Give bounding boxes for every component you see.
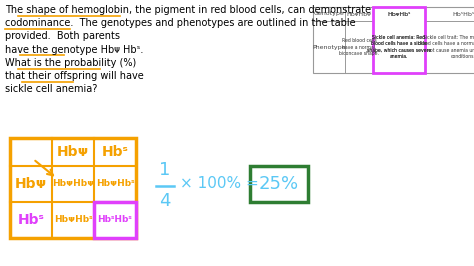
Text: Sickle cell anemia: Red
blood cells have a sickle
shape, which causes severe
ane: Sickle cell anemia: Red blood cells have…	[367, 35, 431, 59]
Text: 1: 1	[159, 161, 171, 179]
Text: 25%: 25%	[259, 175, 299, 193]
Text: HbˢHbˢ: HbˢHbˢ	[452, 11, 474, 16]
Text: 4: 4	[159, 192, 171, 210]
Text: provided.  Both parents: provided. Both parents	[5, 31, 120, 41]
Text: Hbˢ: Hbˢ	[18, 213, 45, 227]
Text: Hbᴪ: Hbᴪ	[15, 177, 47, 191]
Text: The shape of hemoglobin, the pigment in red blood cells, can demonstrate: The shape of hemoglobin, the pigment in …	[5, 5, 371, 15]
Text: codominance.  The genotypes and phenotypes are outlined in the table: codominance. The genotypes and phenotype…	[5, 18, 356, 28]
Text: HbᴪHbˢ: HbᴪHbˢ	[96, 180, 134, 189]
Text: HbᴪHbᴪ: HbᴪHbᴪ	[346, 11, 371, 16]
Text: HbᴪHbˢ: HbᴪHbˢ	[54, 215, 92, 225]
Text: What is the probability (%): What is the probability (%)	[5, 58, 136, 68]
Text: HbᴪHbˢ: HbᴪHbˢ	[387, 11, 411, 16]
Text: HbˢHbˢ: HbˢHbˢ	[98, 215, 132, 225]
Text: Hbᴪ: Hbᴪ	[57, 145, 89, 159]
Text: Sickle cell anemia: Red
blood cells have a sickle
shape, which causes severe
ane: Sickle cell anemia: Red blood cells have…	[367, 35, 431, 59]
Text: Phenotype: Phenotype	[312, 44, 346, 49]
Bar	[373, 7, 425, 73]
Text: × 100% =: × 100% =	[180, 177, 259, 192]
Text: Genotype: Genotype	[314, 11, 345, 16]
Text: that their offspring will have: that their offspring will have	[5, 71, 144, 81]
Text: sickle cell anemia?: sickle cell anemia?	[5, 84, 97, 94]
Text: HbˢHbˢ: HbˢHbˢ	[98, 215, 132, 225]
Text: HbᴪHbˢ: HbᴪHbˢ	[387, 11, 411, 16]
Text: Sickle cell trait: The majority of red
blood cells have a normal shape and do
no: Sickle cell trait: The majority of red b…	[418, 35, 474, 59]
Text: have the genotype Hbᴪ Hbˢ.: have the genotype Hbᴪ Hbˢ.	[5, 45, 143, 55]
Bar	[10, 138, 136, 238]
Bar	[94, 202, 136, 238]
Text: Hbˢ: Hbˢ	[101, 145, 128, 159]
Bar	[313, 7, 474, 73]
Text: HbᴪHbᴪ: HbᴪHbᴪ	[52, 180, 94, 189]
Bar	[250, 166, 308, 202]
Text: Red blood cells
have a normal,
biconcave shape.: Red blood cells have a normal, biconcave…	[339, 38, 379, 56]
